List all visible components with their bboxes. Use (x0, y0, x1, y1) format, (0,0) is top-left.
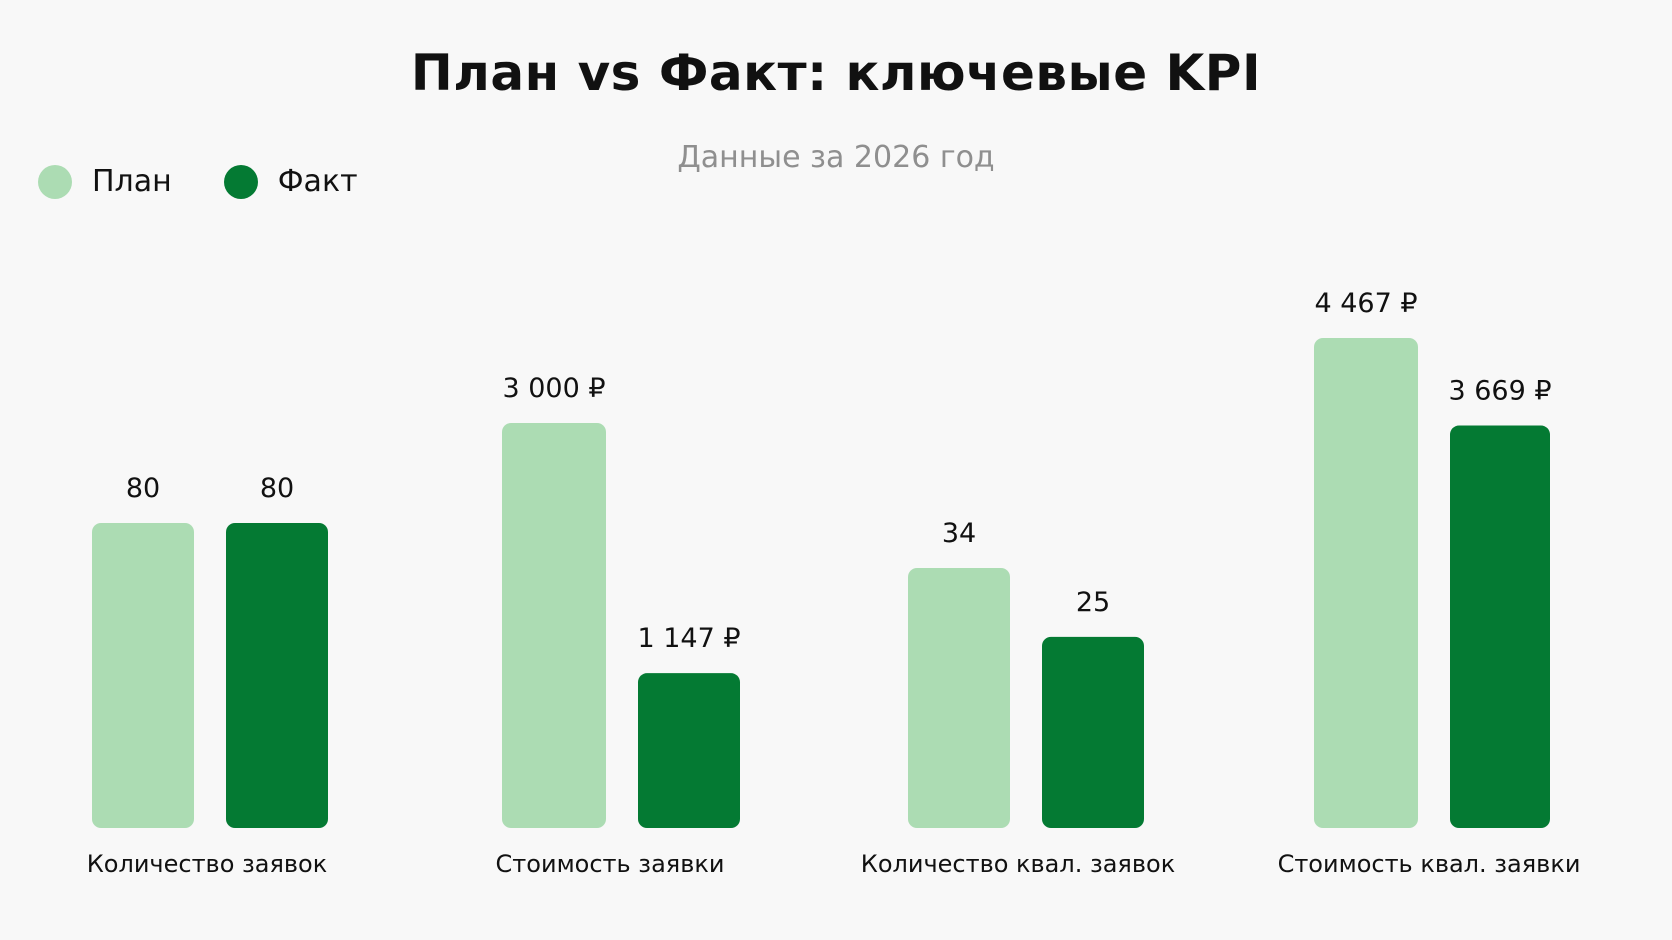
value-label-fact-2: 25 (1076, 587, 1110, 618)
category-label-1: Стоимость заявки (496, 850, 725, 878)
chart-subtitle: Данные за 2026 год (677, 140, 995, 175)
chart-title: План vs Факт: ключевые KPI (410, 44, 1262, 102)
chart-legend: План Факт (38, 164, 410, 199)
value-label-plan-0: 80 (126, 473, 160, 504)
category-label-0: Количество заявок (87, 850, 327, 878)
bar-plan-1 (502, 423, 606, 828)
value-label-plan-2: 34 (942, 518, 976, 549)
bar-plan-2 (908, 568, 1010, 828)
category-label-3: Стоимость квал. заявки (1278, 850, 1581, 878)
value-label-fact-3: 3 669 ₽ (1448, 376, 1551, 407)
bar-fact-2 (1042, 636, 1144, 828)
legend-label-fact: Факт (277, 164, 358, 199)
bar-fact-3 (1450, 425, 1550, 828)
legend-label-plan: План (92, 164, 172, 199)
value-label-fact-0: 80 (260, 473, 294, 504)
value-label-fact-1: 1 147 ₽ (637, 623, 740, 654)
value-label-plan-1: 3 000 ₽ (502, 373, 605, 404)
bar-fact-0 (226, 523, 328, 828)
bar-plan-0 (92, 523, 194, 828)
legend-swatch-fact (223, 164, 258, 199)
value-label-plan-3: 4 467 ₽ (1314, 288, 1417, 319)
bar-plan-3 (1314, 338, 1418, 828)
legend-item-plan: План (38, 164, 172, 199)
legend-swatch-plan (38, 164, 72, 199)
bar-fact-1 (638, 673, 740, 828)
category-label-2: Количество квал. заявок (861, 850, 1175, 878)
legend-item-fact: Факт (223, 164, 358, 199)
